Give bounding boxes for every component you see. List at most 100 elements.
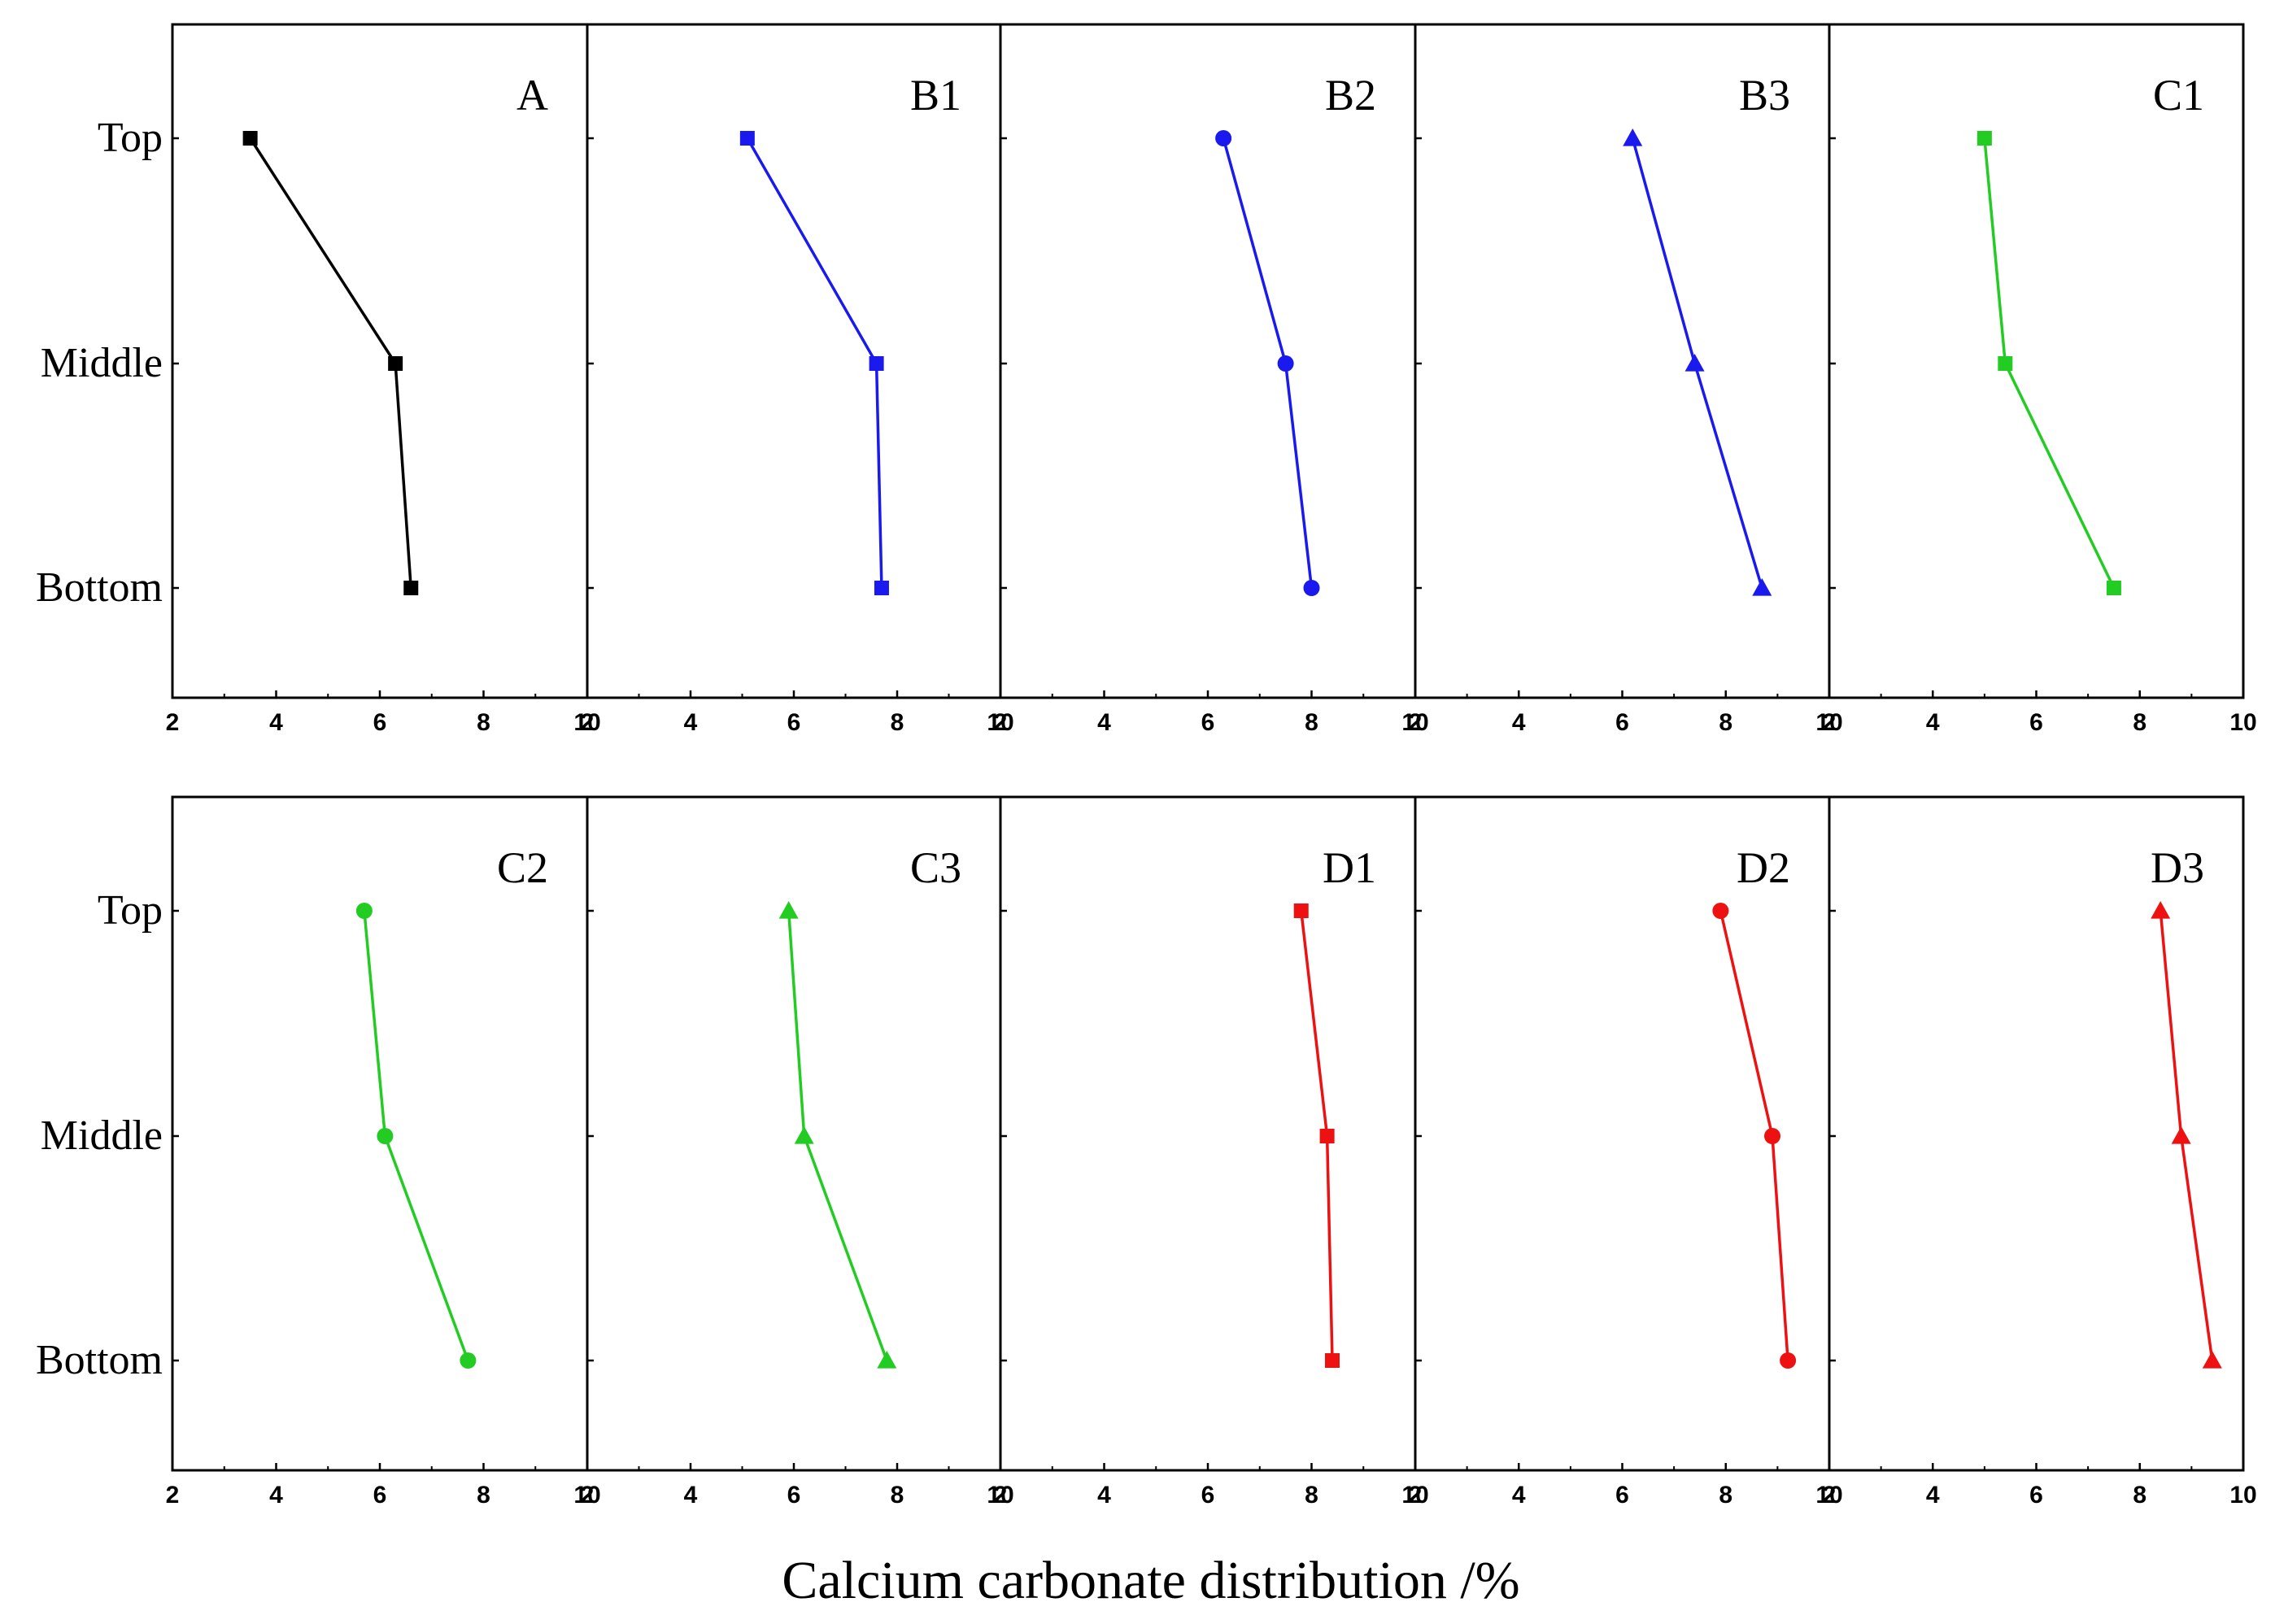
y-tick-label-middle: Middle bbox=[41, 340, 163, 386]
x-tick-label: 10 bbox=[2229, 709, 2256, 736]
y-tick-label-bottom: Bottom bbox=[36, 1337, 163, 1383]
x-tick-label: 4 bbox=[684, 1482, 698, 1509]
x-tick-label: 2 bbox=[994, 1482, 1008, 1509]
x-tick-label: 2 bbox=[581, 709, 595, 736]
panel-label: A bbox=[516, 71, 548, 120]
panel-c2: 2 4 6 8 10 Top Middle Bottom C2 bbox=[36, 795, 601, 1509]
data-point-middle bbox=[869, 356, 884, 371]
panel-frame bbox=[999, 23, 1417, 699]
data-point-top bbox=[2151, 901, 2171, 919]
x-tick-label: 8 bbox=[2133, 709, 2146, 736]
panel-label: B2 bbox=[1325, 71, 1376, 120]
panel-c1: 2 4 6 8 10 C1 bbox=[1823, 23, 2257, 736]
x-tick-label: 8 bbox=[891, 709, 904, 736]
x-tick-label: 8 bbox=[1305, 1482, 1318, 1509]
x-tick-label: 10 bbox=[1815, 1482, 1842, 1509]
x-tick-label: 10 bbox=[1815, 709, 1842, 736]
x-tick-label: 4 bbox=[1097, 1482, 1111, 1509]
y-tick-label-bottom: Bottom bbox=[36, 564, 163, 611]
series-line bbox=[1222, 137, 1314, 589]
panel-c3: 2 4 6 8 10 C3 bbox=[581, 795, 1014, 1509]
x-tick-label: 6 bbox=[1201, 709, 1215, 736]
data-point-bottom bbox=[1752, 578, 1772, 596]
y-tick-label-top: Top bbox=[98, 887, 163, 934]
data-point-top bbox=[1293, 903, 1309, 918]
data-point-middle bbox=[1277, 355, 1294, 372]
data-point-bottom bbox=[1780, 1352, 1797, 1369]
data-point-top bbox=[1215, 130, 1232, 146]
x-tick-label: 8 bbox=[891, 1482, 904, 1509]
x-tick-label: 10 bbox=[1401, 1482, 1428, 1509]
panel-label: C1 bbox=[2153, 71, 2204, 120]
x-tick-label: 8 bbox=[1719, 709, 1732, 736]
data-point-middle bbox=[377, 1128, 394, 1144]
x-tick-label: 8 bbox=[477, 1482, 490, 1509]
x-tick-label: 4 bbox=[1512, 709, 1526, 736]
x-tick-label: 2 bbox=[1823, 1482, 1837, 1509]
panels-group: 2 4 6 8 10 Top Middle Bottom A 2 4 6 8 10 B1 2 4 6 8 10 B2 2 4… bbox=[36, 23, 2257, 1509]
series-line bbox=[249, 137, 412, 589]
panel-frame bbox=[171, 23, 589, 699]
x-tick-label: 10 bbox=[987, 709, 1013, 736]
data-point-bottom bbox=[1303, 580, 1320, 596]
panel-frame bbox=[586, 795, 1002, 1472]
x-tick-label: 2 bbox=[1823, 709, 1837, 736]
x-tick-label: 4 bbox=[1097, 709, 1111, 736]
panel-d2: 2 4 6 8 10 D2 bbox=[1409, 795, 1843, 1509]
y-tick-label-middle: Middle bbox=[41, 1112, 163, 1159]
panel-a: 2 4 6 8 10 Top Middle Bottom A bbox=[36, 23, 601, 736]
x-tick-label: 8 bbox=[477, 709, 490, 736]
x-tick-label: 6 bbox=[1615, 1482, 1629, 1509]
x-tick-label: 2 bbox=[994, 709, 1008, 736]
panel-label: C3 bbox=[910, 843, 961, 892]
x-tick-label: 10 bbox=[2229, 1482, 2256, 1509]
x-tick-label: 2 bbox=[166, 709, 180, 736]
x-tick-label: 6 bbox=[787, 1482, 801, 1509]
panel-frame bbox=[1414, 23, 1831, 699]
x-axis-label: Calcium carbonate distribution /% bbox=[782, 1551, 1519, 1610]
data-point-middle bbox=[1684, 354, 1705, 372]
x-tick-label: 4 bbox=[1512, 1482, 1526, 1509]
data-point-bottom bbox=[2202, 1351, 2222, 1369]
data-point-top bbox=[242, 131, 258, 146]
x-tick-label: 10 bbox=[1401, 709, 1428, 736]
x-tick-label: 4 bbox=[1926, 1482, 1940, 1509]
panel-label: D2 bbox=[1737, 843, 1790, 892]
panel-b1: 2 4 6 8 10 B1 bbox=[581, 23, 1014, 736]
panel-label: B1 bbox=[910, 71, 961, 120]
series-line bbox=[746, 137, 883, 589]
panel-frame bbox=[1828, 23, 2245, 699]
x-tick-label: 10 bbox=[573, 709, 600, 736]
x-tick-label: 4 bbox=[1926, 709, 1940, 736]
x-tick-label: 2 bbox=[1409, 709, 1423, 736]
x-tick-label: 6 bbox=[1615, 709, 1629, 736]
x-tick-label: 4 bbox=[269, 1482, 283, 1509]
x-tick-label: 6 bbox=[373, 709, 387, 736]
x-tick-label: 10 bbox=[987, 1482, 1013, 1509]
data-point-bottom bbox=[460, 1352, 477, 1369]
x-tick-label: 2 bbox=[1409, 1482, 1423, 1509]
data-point-middle bbox=[2171, 1126, 2191, 1144]
data-point-top bbox=[1712, 903, 1729, 919]
data-point-bottom bbox=[1325, 1353, 1340, 1368]
x-tick-label: 2 bbox=[581, 1482, 595, 1509]
data-point-middle bbox=[1319, 1129, 1335, 1143]
panel-label: C2 bbox=[497, 843, 548, 892]
x-tick-label: 8 bbox=[1305, 709, 1318, 736]
panel-label: B3 bbox=[1739, 71, 1790, 120]
panel-frame bbox=[586, 23, 1002, 699]
panel-b2: 2 4 6 8 10 B2 bbox=[994, 23, 1429, 736]
data-point-middle bbox=[1764, 1128, 1781, 1144]
panel-frame bbox=[999, 795, 1417, 1472]
data-point-bottom bbox=[2106, 581, 2121, 595]
x-tick-label: 8 bbox=[2133, 1482, 2146, 1509]
data-point-top bbox=[355, 903, 373, 919]
y-tick-label-top: Top bbox=[98, 115, 163, 161]
data-point-bottom bbox=[877, 1351, 897, 1369]
x-tick-label: 10 bbox=[573, 1482, 600, 1509]
data-point-middle bbox=[1998, 356, 2013, 371]
x-tick-label: 6 bbox=[2029, 709, 2043, 736]
x-tick-label: 6 bbox=[1201, 1482, 1215, 1509]
data-point-top bbox=[739, 131, 755, 146]
